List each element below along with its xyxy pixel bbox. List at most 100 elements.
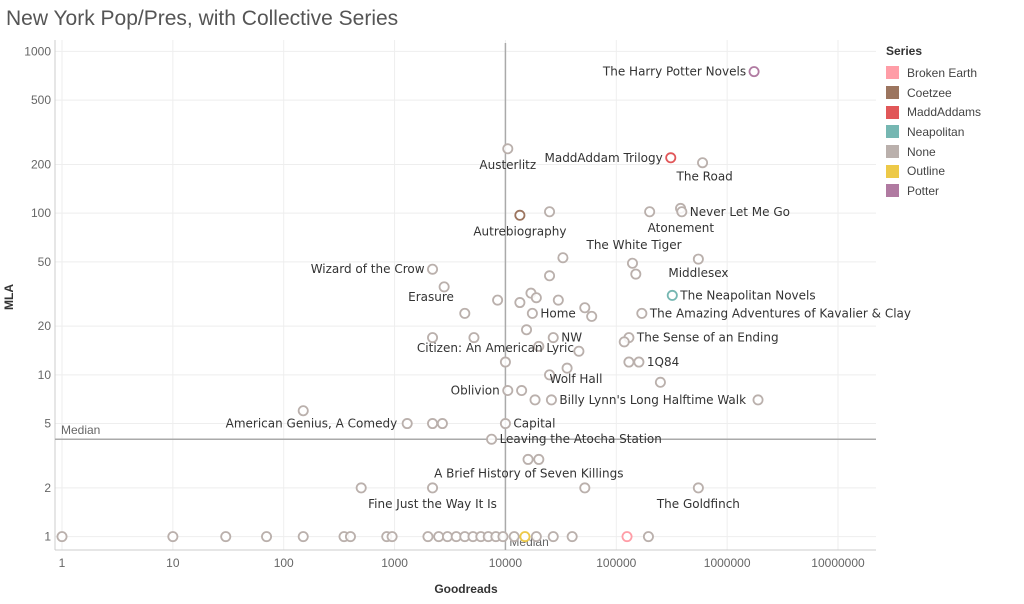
data-point[interactable] <box>401 418 413 430</box>
data-point[interactable] <box>547 531 559 543</box>
point-label: Atonement <box>648 221 715 235</box>
data-point[interactable] <box>547 332 559 344</box>
y-tick-label: 2 <box>44 481 51 495</box>
legend-item[interactable]: Potter <box>886 181 1016 201</box>
data-point[interactable] <box>636 307 648 319</box>
data-point[interactable] <box>552 294 564 306</box>
legend-title: Series <box>886 44 923 58</box>
data-point[interactable] <box>752 394 764 406</box>
legend-swatch <box>886 105 899 119</box>
data-point[interactable] <box>579 482 591 494</box>
data-point[interactable] <box>618 336 630 348</box>
data-point[interactable] <box>530 292 542 304</box>
point-label: The Neapolitan Novels <box>679 288 815 302</box>
data-point[interactable] <box>644 206 656 218</box>
data-point[interactable] <box>529 394 541 406</box>
data-point[interactable] <box>586 310 598 322</box>
data-point[interactable] <box>566 531 578 543</box>
data-point[interactable] <box>544 270 556 282</box>
data-point[interactable] <box>56 531 68 543</box>
data-point[interactable] <box>514 209 526 221</box>
data-point[interactable] <box>533 340 545 352</box>
point-label: The Harry Potter Novels <box>602 65 746 79</box>
data-point[interactable] <box>297 405 309 417</box>
data-point[interactable] <box>502 385 514 397</box>
data-point[interactable] <box>557 252 569 264</box>
data-point[interactable] <box>573 345 585 357</box>
data-point[interactable] <box>519 531 531 543</box>
data-point[interactable] <box>167 531 179 543</box>
data-point[interactable] <box>355 482 367 494</box>
x-tick-label: 1000000 <box>704 556 751 570</box>
point-label: Fine Just the Way It Is <box>368 497 497 511</box>
data-point[interactable] <box>748 66 760 78</box>
data-point[interactable] <box>544 206 556 218</box>
data-point[interactable] <box>497 531 509 543</box>
data-point[interactable] <box>499 356 511 368</box>
point-label: 1Q84 <box>647 355 679 369</box>
data-point[interactable] <box>386 531 398 543</box>
data-point[interactable] <box>579 302 591 314</box>
data-point[interactable] <box>297 531 309 543</box>
data-point[interactable] <box>626 257 638 269</box>
data-point[interactable] <box>427 263 439 275</box>
legend-item[interactable]: Broken Earth <box>886 63 1016 83</box>
data-point[interactable] <box>344 531 356 543</box>
point-label: MaddAddam Trilogy <box>544 151 662 165</box>
data-point[interactable] <box>545 394 557 406</box>
legend-label: MaddAddams <box>907 105 982 120</box>
data-point[interactable] <box>623 356 635 368</box>
data-point[interactable] <box>220 531 232 543</box>
data-point[interactable] <box>676 206 688 218</box>
data-point[interactable] <box>561 362 573 374</box>
data-point[interactable] <box>666 289 678 301</box>
data-point[interactable] <box>522 453 534 465</box>
data-point[interactable] <box>521 324 533 336</box>
legend-item[interactable]: MaddAddams <box>886 102 1016 122</box>
legend-item[interactable]: Coetzee <box>886 83 1016 103</box>
data-point[interactable] <box>516 385 528 397</box>
data-point[interactable] <box>438 281 450 293</box>
data-point[interactable] <box>533 453 545 465</box>
data-point[interactable] <box>530 531 542 543</box>
data-point[interactable] <box>261 531 273 543</box>
data-point[interactable] <box>468 332 480 344</box>
data-point[interactable] <box>630 268 642 280</box>
data-point[interactable] <box>499 418 511 430</box>
legend-item[interactable]: Outline <box>886 161 1016 181</box>
data-point[interactable] <box>692 253 704 265</box>
data-point[interactable] <box>486 433 498 445</box>
data-point[interactable] <box>665 152 677 164</box>
data-point[interactable] <box>692 482 704 494</box>
data-point[interactable] <box>697 157 709 169</box>
data-point[interactable] <box>514 297 526 309</box>
y-tick-label: 10 <box>38 368 52 382</box>
point-label: Leaving the Atocha Station <box>500 432 662 446</box>
data-point[interactable] <box>654 376 666 388</box>
data-point[interactable] <box>436 418 448 430</box>
axis-layer: 1 10 100 1000 10000 100000 1000000 10000000 1 2 5 1… <box>24 40 876 570</box>
points-layer <box>56 66 764 543</box>
data-point[interactable] <box>502 143 514 155</box>
point-label: Middlesex <box>668 266 728 280</box>
legend-item[interactable]: Neapolitan <box>886 122 1016 142</box>
data-point[interactable] <box>621 531 633 543</box>
legend-item[interactable]: None <box>886 142 1016 162</box>
data-point[interactable] <box>642 531 654 543</box>
data-point[interactable] <box>544 369 556 381</box>
data-point[interactable] <box>526 307 538 319</box>
data-point[interactable] <box>427 332 439 344</box>
data-point[interactable] <box>422 531 434 543</box>
data-point[interactable] <box>433 531 445 543</box>
legend-label: Coetzee <box>907 85 952 100</box>
point-label: Home <box>540 306 575 320</box>
data-point[interactable] <box>441 531 453 543</box>
y-tick-label: 50 <box>38 255 52 269</box>
data-point[interactable] <box>492 294 504 306</box>
data-point[interactable] <box>508 531 520 543</box>
data-point[interactable] <box>427 418 439 430</box>
data-point[interactable] <box>427 482 439 494</box>
data-point[interactable] <box>633 356 645 368</box>
data-point[interactable] <box>459 307 471 319</box>
